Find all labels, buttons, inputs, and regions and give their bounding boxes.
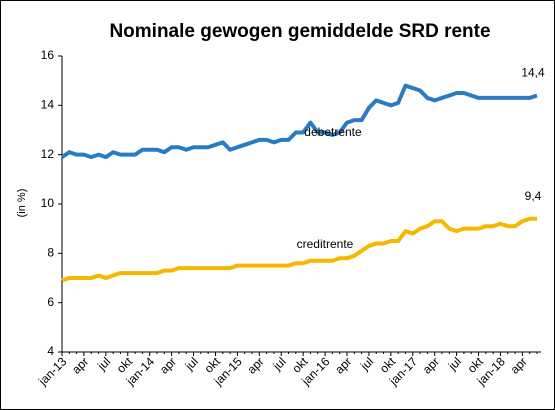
series-label: debetrente xyxy=(304,125,362,139)
y-tick-label: 6 xyxy=(47,295,54,309)
data-label: 14,4 xyxy=(521,66,545,80)
line-series xyxy=(61,216,537,283)
y-tick-label: 16 xyxy=(41,48,55,62)
y-tick-label: 4 xyxy=(47,344,54,358)
y-tick-label: 12 xyxy=(41,147,55,161)
series-label: creditrente xyxy=(297,237,354,251)
y-axis-label: (in %) xyxy=(16,189,28,218)
y-tick-label: 10 xyxy=(41,196,55,210)
chart-title: Nominale gewogen gemiddelde SRD rente xyxy=(109,21,490,42)
data-label: 9,4 xyxy=(525,189,542,203)
y-tick-label: 8 xyxy=(47,246,54,260)
y-tick-label: 14 xyxy=(41,98,55,112)
line-series xyxy=(60,83,538,160)
